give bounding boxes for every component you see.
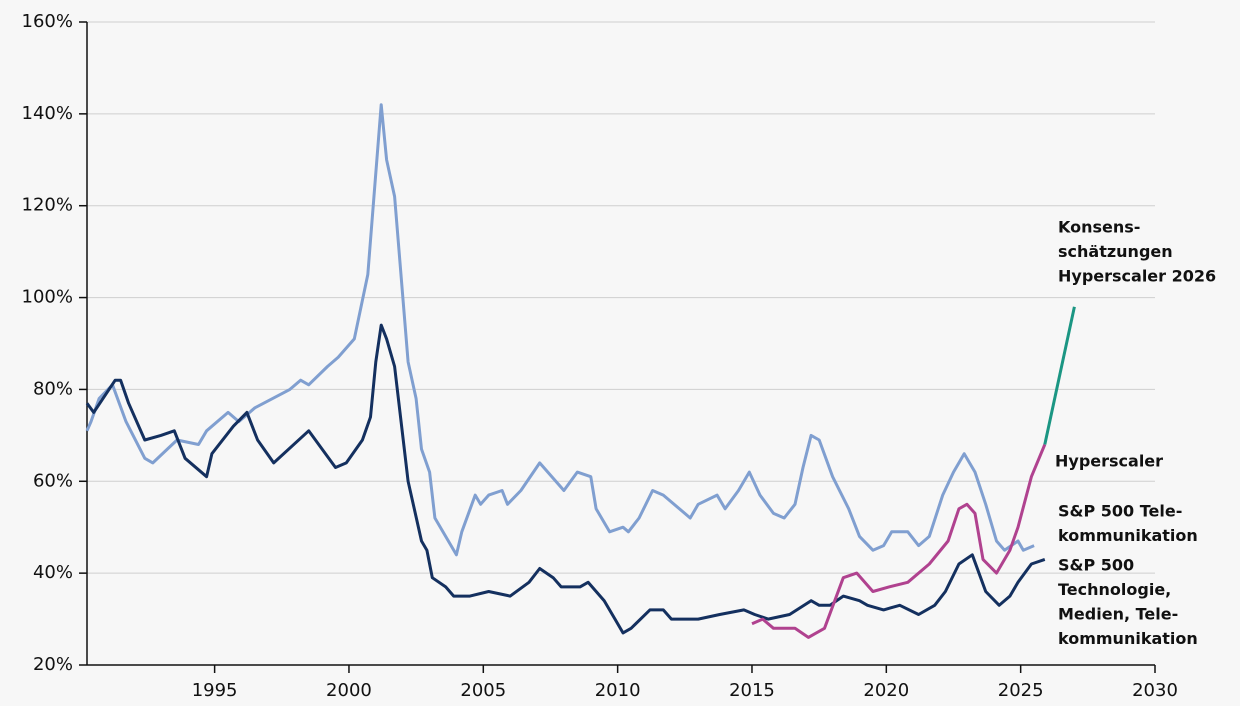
x-tick-label: 2000 [326, 680, 372, 701]
x-tick-label: 2020 [863, 680, 909, 701]
series-line [85, 103, 1035, 557]
x-tick-label: 2030 [1132, 680, 1178, 701]
series-label: S&P 500 Tele- [1058, 502, 1182, 521]
y-tick-label: 120% [22, 195, 73, 216]
x-tick-label: 2005 [460, 680, 506, 701]
y-tick-label: 100% [22, 287, 73, 308]
series-label: Hyperscaler 2026 [1058, 267, 1216, 286]
x-tick-label: 2010 [595, 680, 641, 701]
y-tick-label: 40% [33, 562, 73, 583]
x-tick-label: 1995 [192, 680, 238, 701]
series-label: schätzungen [1058, 242, 1173, 261]
series-line [751, 443, 1047, 639]
y-tick-label: 20% [33, 654, 73, 675]
series-label: Medien, Tele- [1058, 605, 1178, 624]
series-label: S&P 500 [1058, 556, 1134, 575]
series-label: kommunikation [1058, 526, 1198, 545]
y-tick-label: 140% [22, 103, 73, 124]
x-tick-label: 2025 [998, 680, 1044, 701]
series-label: kommunikation [1058, 629, 1198, 648]
y-tick-label: 60% [33, 470, 73, 491]
series-label: Hyperscaler [1055, 452, 1163, 471]
y-tick-label: 160% [22, 11, 73, 32]
series-label: Konsens- [1058, 218, 1140, 237]
y-tick-label: 80% [33, 378, 73, 399]
series-line [85, 323, 1046, 635]
series-label: Technologie, [1058, 580, 1171, 599]
x-tick-label: 2015 [729, 680, 775, 701]
series-line [1043, 306, 1076, 445]
